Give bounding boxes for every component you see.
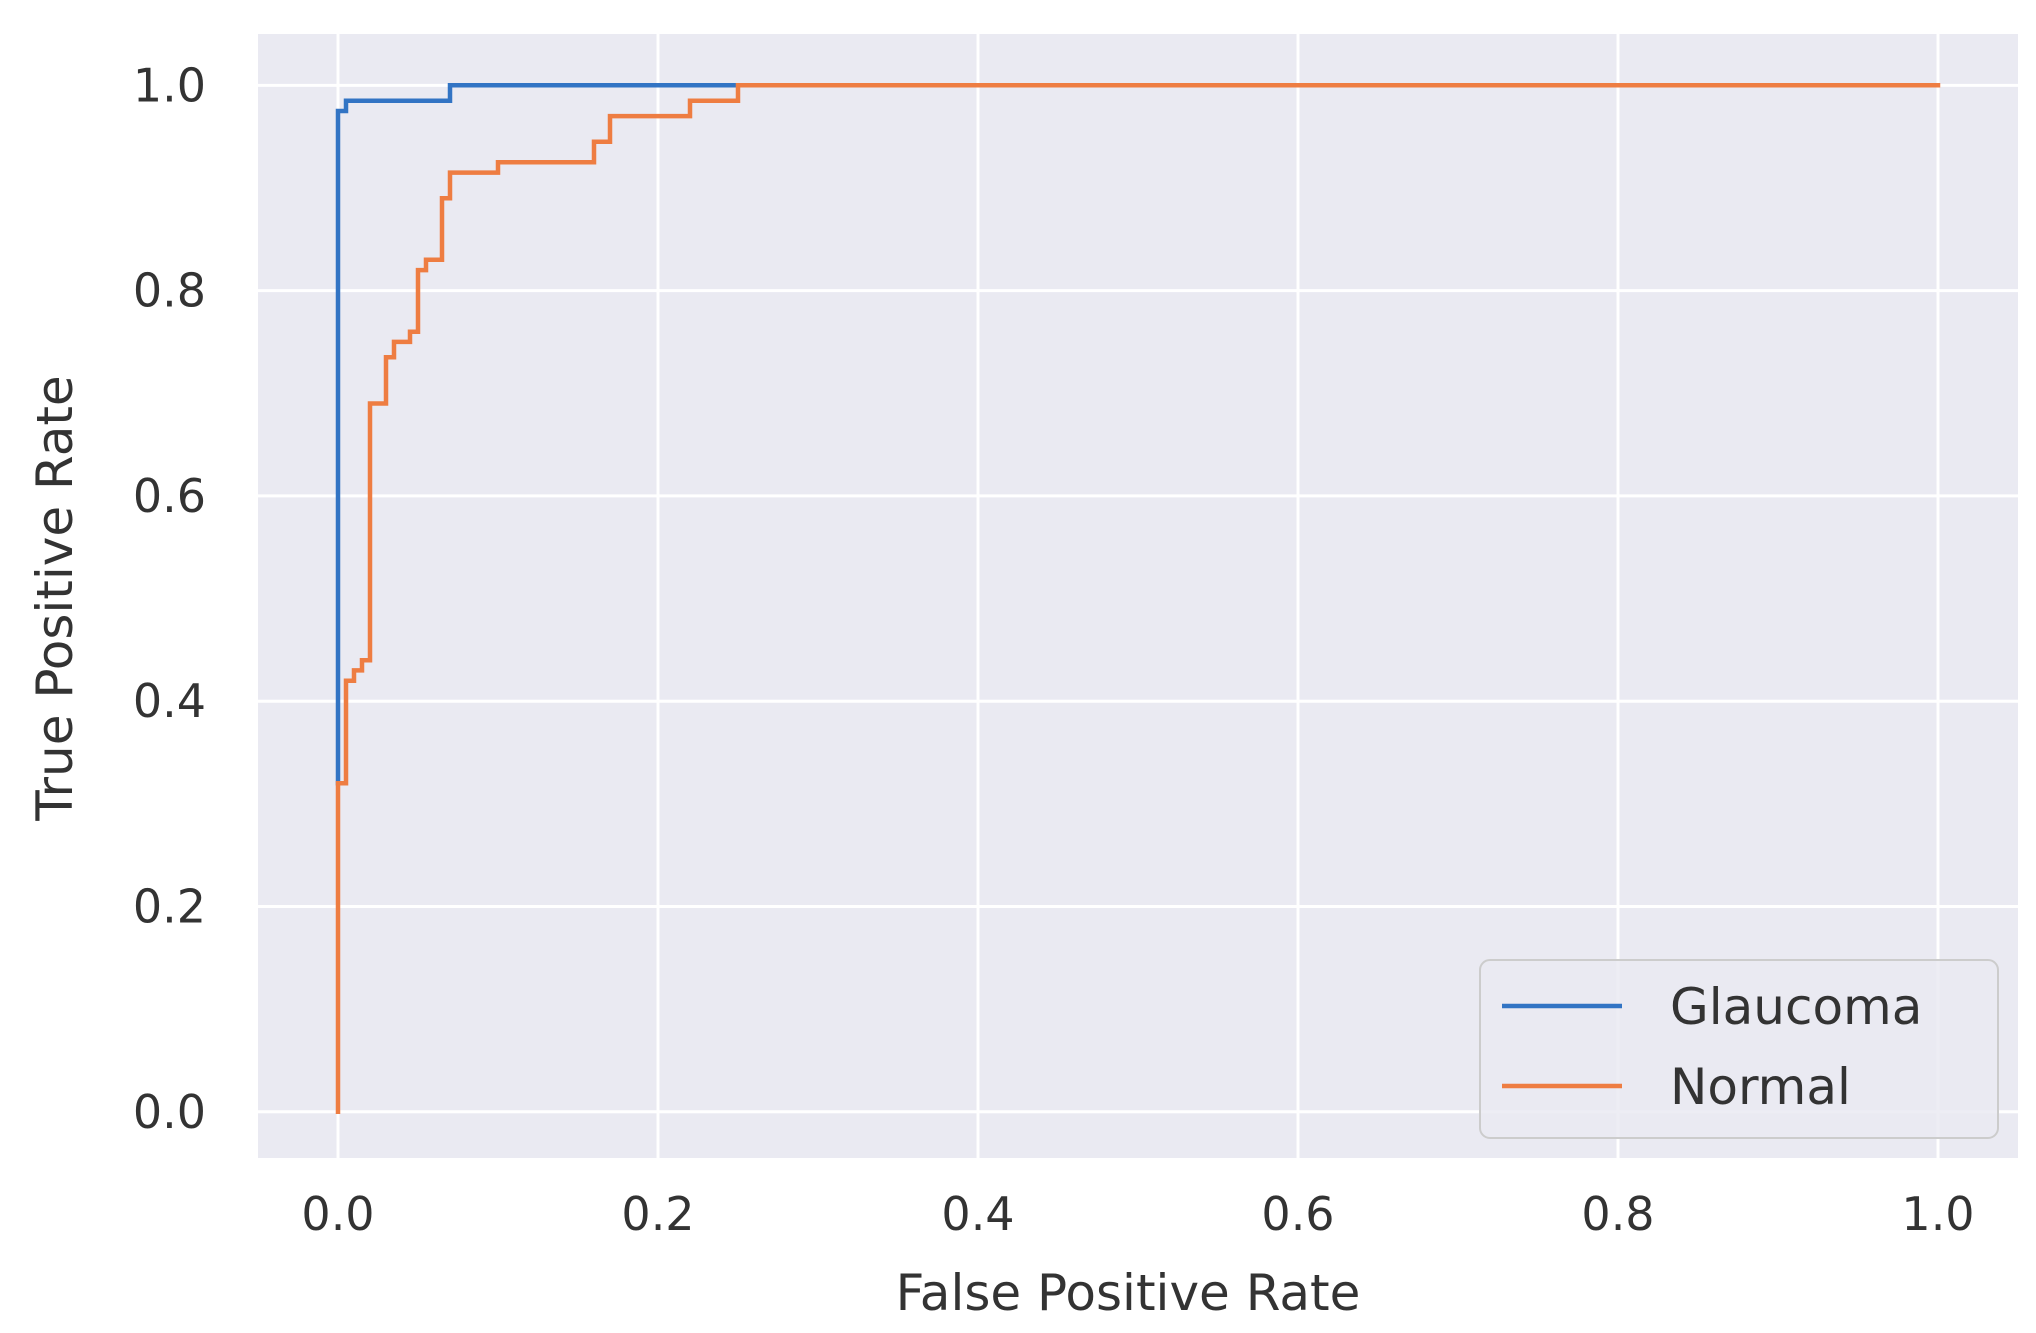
x-tick-label: 0.4 bbox=[941, 1187, 1014, 1241]
legend-label-normal: Normal bbox=[1670, 1058, 1851, 1116]
x-tick-label: 0.6 bbox=[1261, 1187, 1334, 1241]
x-axis-title: False Positive Rate bbox=[896, 1264, 1361, 1322]
y-tick-label: 0.6 bbox=[133, 469, 206, 523]
x-tick-label: 0.0 bbox=[301, 1187, 374, 1241]
series-line-normal bbox=[335, 83, 1941, 1115]
series-line-glaucoma bbox=[335, 83, 741, 786]
x-tick-label: 1.0 bbox=[1901, 1187, 1974, 1241]
x-tick-label: 0.8 bbox=[1581, 1187, 1654, 1241]
y-tick-label: 0.0 bbox=[133, 1085, 206, 1139]
x-tick-label: 0.2 bbox=[621, 1187, 694, 1241]
y-tick-label: 0.4 bbox=[133, 674, 206, 728]
y-tick-label: 0.2 bbox=[133, 880, 206, 934]
y-axis-title: True Positive Rate bbox=[26, 375, 84, 821]
legend-label-glaucoma: Glaucoma bbox=[1670, 978, 1922, 1036]
y-tick-label: 1.0 bbox=[133, 58, 206, 112]
y-tick-label: 0.8 bbox=[133, 264, 206, 318]
